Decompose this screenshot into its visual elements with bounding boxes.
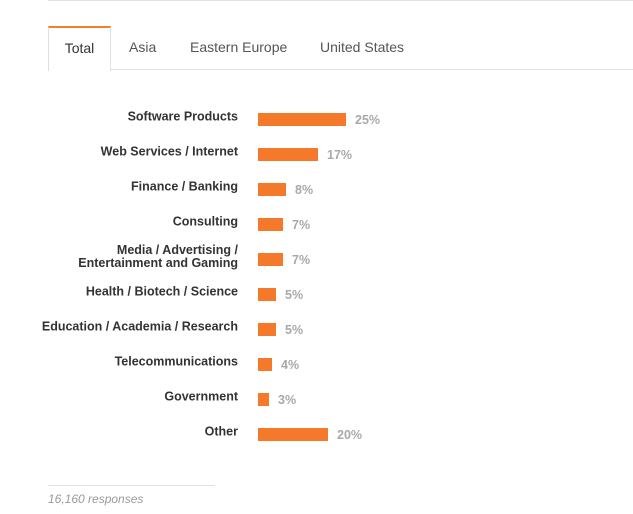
bar <box>258 218 283 231</box>
category-label: Consulting <box>172 214 238 229</box>
bar <box>258 253 283 266</box>
value-label: 5% <box>285 323 304 337</box>
chart-row: Health / Biotech / Science 5% <box>48 275 633 310</box>
bar <box>258 113 346 126</box>
value-label: 20% <box>337 428 363 442</box>
category-label: Health / Biotech / Science <box>85 284 238 299</box>
value-label: 7% <box>292 218 311 232</box>
bar <box>258 393 269 406</box>
chart-row: Education / Academia / Research 5% <box>42 310 633 345</box>
category-label: Other <box>204 424 238 439</box>
value-label: 17% <box>327 148 353 162</box>
industry-bar-chart: Software Products 25% Web Services / Inter… <box>42 100 633 460</box>
category-label: Education / Academia / Research <box>41 319 238 334</box>
chart-row: Other 20% <box>48 415 633 450</box>
top-divider <box>48 0 633 1</box>
chart-row: Web Services / Internet 17% <box>48 135 633 170</box>
tab-united-states[interactable]: United States <box>320 39 405 55</box>
category-label: Web Services / Internet <box>100 144 238 159</box>
tab-eastern-europe[interactable]: Eastern Europe <box>190 39 288 55</box>
tab-asia[interactable]: Asia <box>129 39 157 55</box>
chart-row: Government 3% <box>48 380 633 415</box>
value-label: 4% <box>281 358 300 372</box>
chart-row: Media / Advertising / Entertainment and … <box>48 240 633 275</box>
category-label: Software Products <box>127 109 238 124</box>
value-label: 3% <box>278 393 297 407</box>
response-count: 16,160 responses <box>48 492 144 506</box>
chart-row: Telecommunications 4% <box>48 345 633 380</box>
value-label: 8% <box>295 183 314 197</box>
chart-row: Consulting 7% <box>48 205 633 240</box>
tab-bar: Total Asia Eastern Europe United States <box>48 26 633 71</box>
bar <box>258 288 276 301</box>
bar <box>258 183 286 196</box>
category-label: Finance / Banking <box>131 179 238 194</box>
category-label: Government <box>164 389 238 404</box>
bar <box>258 323 276 336</box>
value-label: 7% <box>292 253 311 267</box>
value-label: 5% <box>285 288 304 302</box>
category-label: Telecommunications <box>114 354 238 369</box>
bar <box>258 358 272 371</box>
tab-total[interactable]: Total <box>48 26 111 71</box>
chart-row: Software Products 25% <box>48 100 633 135</box>
chart-row: Finance / Banking 8% <box>48 170 633 205</box>
category-label: Media / Advertising / Entertainment and … <box>78 243 238 270</box>
footer-divider <box>48 485 215 486</box>
value-label: 25% <box>355 113 381 127</box>
bar <box>258 148 318 161</box>
bar <box>258 428 328 441</box>
